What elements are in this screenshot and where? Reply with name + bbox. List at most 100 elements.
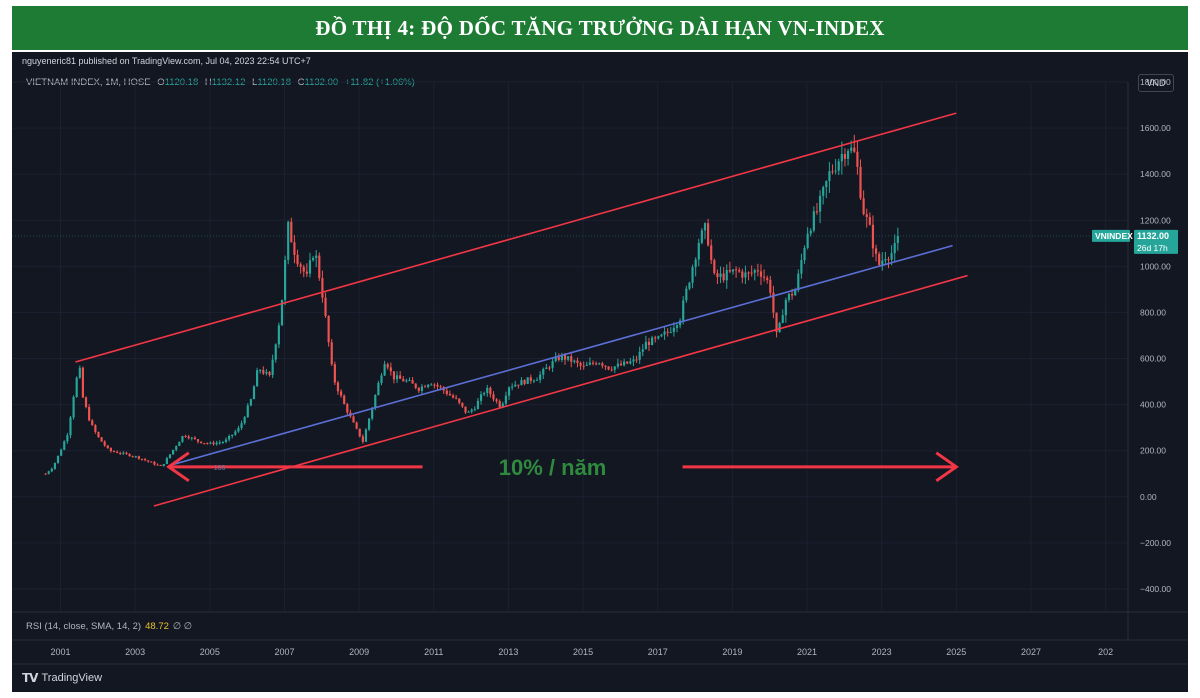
x-tick-label: 2005 <box>200 647 220 657</box>
x-tick-label: 2021 <box>797 647 817 657</box>
candle-body <box>722 273 725 281</box>
candle-body <box>389 367 392 372</box>
candle-body <box>178 441 181 447</box>
candle-body <box>657 336 660 339</box>
x-tick-label: 2013 <box>498 647 518 657</box>
y-tick-label: 200.00 <box>1140 446 1166 456</box>
candle-body <box>529 377 532 381</box>
tradingview-logo-icon: 𝗧𝗩 <box>22 671 39 685</box>
currency-button[interactable]: VND <box>1138 74 1174 92</box>
chart-frame[interactable]: nguyeneric81 published on TradingView.co… <box>12 52 1188 692</box>
y-tick-label: −200.00 <box>1140 538 1171 548</box>
candle-body <box>467 411 470 413</box>
candle-body <box>604 365 607 367</box>
candle-body <box>237 427 240 432</box>
candle-body <box>818 195 822 212</box>
candle-body <box>339 391 343 396</box>
candle-body <box>321 278 324 298</box>
candle-body <box>567 356 570 360</box>
candle-body <box>582 365 585 367</box>
candle-body <box>504 395 508 404</box>
candle-body <box>809 230 812 234</box>
candle-body <box>483 392 486 395</box>
candle-body <box>78 367 81 378</box>
candle-body <box>700 230 703 243</box>
candle-body <box>822 187 825 196</box>
candle-body <box>831 171 834 173</box>
candle-body <box>128 453 131 457</box>
candle-body <box>436 384 439 387</box>
range-marker: 168 <box>214 465 226 472</box>
y-tick-label: 400.00 <box>1140 400 1166 410</box>
price-tag-name-bg <box>1092 229 1130 242</box>
candle-body <box>517 384 520 386</box>
candle-body <box>367 418 371 430</box>
candle-body <box>675 325 679 328</box>
candle-body <box>156 464 159 466</box>
candle-body <box>190 437 193 439</box>
candle-body <box>451 395 455 398</box>
candle-body <box>719 273 722 277</box>
rsi-symbols: ∅ ∅ <box>172 621 193 632</box>
candle-body <box>896 235 899 243</box>
candle-body <box>794 290 797 296</box>
candle-body <box>206 443 209 445</box>
growth-annotation: 10% / năm <box>499 455 607 480</box>
candle-body <box>355 422 358 429</box>
candle-body <box>588 362 591 365</box>
candle-body <box>91 420 94 426</box>
candle-body <box>246 405 249 418</box>
candle-body <box>859 166 862 199</box>
upper-channel-line <box>75 112 957 363</box>
candle-body <box>256 370 259 387</box>
candle-body <box>336 382 340 392</box>
candle-body <box>669 331 672 333</box>
candle-body <box>616 363 619 367</box>
candle-body <box>343 395 346 405</box>
candle-body <box>893 242 896 254</box>
candle-body <box>840 153 843 162</box>
candle-body <box>311 257 315 261</box>
y-tick-label: 1400.00 <box>1140 169 1171 179</box>
candle-body <box>380 375 383 383</box>
candle-body <box>511 386 514 388</box>
candle-body <box>122 452 125 454</box>
candle-body <box>691 267 694 283</box>
rsi-label: RSI (14, close, SMA, 14, 2) <box>26 621 142 632</box>
candle-body <box>302 266 305 272</box>
candle-body <box>47 471 50 474</box>
x-tick-label: 2007 <box>274 647 294 657</box>
candle-body <box>221 441 224 443</box>
candle-body <box>834 170 837 172</box>
rsi-value: 48.72 <box>145 621 169 632</box>
candle-body <box>623 361 626 366</box>
candle-body <box>532 380 536 382</box>
candle-body <box>784 299 787 316</box>
candle-body <box>395 375 399 380</box>
candle-body <box>694 259 697 268</box>
candle-body <box>856 151 859 167</box>
x-tick-label: 2015 <box>573 647 593 657</box>
candle-body <box>725 270 728 281</box>
candle-body <box>137 456 140 459</box>
candle-body <box>284 259 287 300</box>
growth-arrow <box>166 451 959 483</box>
candle-body <box>707 223 710 246</box>
candle-body <box>598 363 601 365</box>
tradingview-brand: 𝗧𝗩 TradingView <box>22 671 102 685</box>
candle-body <box>666 331 669 333</box>
candle-body <box>812 211 815 231</box>
candle-body <box>147 460 150 462</box>
y-tick-label: 800.00 <box>1140 307 1166 317</box>
candle-body <box>159 464 162 466</box>
candle-body <box>778 323 781 332</box>
grid-layer <box>12 81 1128 612</box>
candle-body <box>837 161 840 171</box>
candle-body <box>878 253 881 265</box>
candle-body <box>299 264 302 267</box>
price-chart[interactable]: 10% / năm 168 1800.00 1600.00 1400.00 1200.… <box>12 52 1188 692</box>
candle-body <box>293 242 296 255</box>
candle-body <box>60 449 63 456</box>
price-tag-countdown: 26d 17h <box>1137 243 1168 253</box>
candle-body <box>654 337 657 339</box>
